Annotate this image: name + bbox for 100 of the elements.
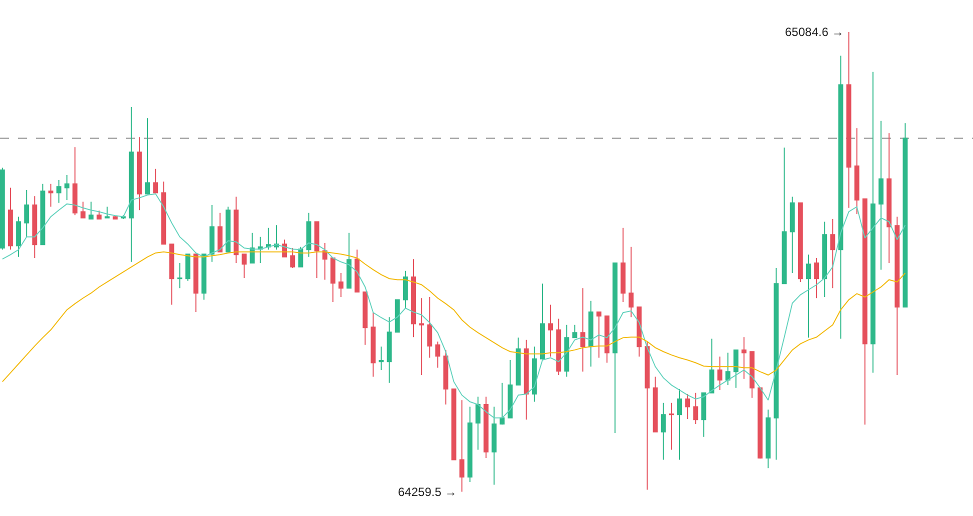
candlestick xyxy=(32,196,38,258)
candlestick xyxy=(234,196,239,264)
candlestick xyxy=(0,167,5,250)
candlestick xyxy=(330,258,336,303)
candlestick xyxy=(226,206,231,252)
candlestick xyxy=(588,300,594,368)
candlestick xyxy=(798,202,803,282)
candlestick xyxy=(298,246,304,268)
candlestick xyxy=(508,359,513,418)
candlestick xyxy=(516,337,521,386)
candlestick xyxy=(250,232,255,264)
candlestick xyxy=(660,402,666,460)
candlestick xyxy=(604,315,610,364)
candlestick xyxy=(266,227,271,250)
candlestick xyxy=(628,246,634,318)
candlestick xyxy=(886,132,892,264)
candlestick xyxy=(500,382,505,426)
candlestick xyxy=(524,339,529,420)
candlestick xyxy=(476,396,480,450)
candlestick xyxy=(644,341,650,490)
candlestick xyxy=(378,346,384,370)
candlestick xyxy=(725,352,730,386)
candlestick xyxy=(701,392,706,438)
candlestick xyxy=(572,324,578,338)
candlestick xyxy=(854,128,860,214)
candlestick xyxy=(870,71,876,374)
candlestick xyxy=(338,272,344,298)
candlestick xyxy=(677,388,682,460)
candlestick xyxy=(386,316,392,384)
candlestick xyxy=(758,387,763,460)
candlestick xyxy=(782,147,787,284)
candlestick xyxy=(830,218,836,289)
candlestick xyxy=(620,227,626,303)
candlestick xyxy=(564,324,570,378)
candlestick xyxy=(161,181,166,246)
candlestick xyxy=(177,262,182,289)
annotation: 65084.6 → xyxy=(785,25,844,39)
candlestick xyxy=(750,351,755,398)
candlestick xyxy=(540,283,545,360)
candlestick xyxy=(806,254,811,338)
candlestick xyxy=(838,55,844,340)
candlestick xyxy=(346,232,352,289)
candlestick xyxy=(80,201,86,218)
candlestick xyxy=(8,187,13,250)
candlestick xyxy=(427,296,432,358)
candlestick xyxy=(636,306,642,358)
candlestick xyxy=(153,168,158,194)
candlestick xyxy=(822,221,828,298)
candlestick xyxy=(532,346,537,402)
candlestick xyxy=(24,190,30,238)
candlestick xyxy=(612,262,618,434)
candlestick xyxy=(459,400,464,492)
candlestick xyxy=(894,216,900,376)
candlestick xyxy=(128,106,134,262)
candlestick xyxy=(742,336,746,380)
candlestick xyxy=(88,201,94,220)
candlestick xyxy=(169,244,174,306)
candlestick xyxy=(136,136,142,211)
candlestick xyxy=(492,406,497,486)
candlestick xyxy=(145,118,150,194)
candlestick xyxy=(370,312,376,378)
candlestick xyxy=(16,216,22,258)
candlestick xyxy=(96,210,102,220)
candlestick xyxy=(394,299,400,333)
candlestick xyxy=(201,254,206,300)
candlestick xyxy=(210,204,214,262)
candlestick xyxy=(443,349,448,406)
candlestick xyxy=(64,174,70,201)
candlestick xyxy=(467,406,472,483)
candlestick xyxy=(314,221,320,279)
candlestick xyxy=(258,236,263,264)
candlestick xyxy=(451,388,456,460)
candlestick xyxy=(790,196,795,274)
candlestick xyxy=(56,179,62,204)
candlestick xyxy=(733,349,738,388)
candlestick xyxy=(322,242,328,280)
annotation: 64259.5 → xyxy=(398,485,457,499)
candlestick xyxy=(596,312,602,358)
candlestick xyxy=(484,396,489,459)
candlestick xyxy=(218,212,223,252)
candlestick xyxy=(290,247,296,269)
candlestick xyxy=(419,298,424,376)
candlestick xyxy=(717,356,722,391)
candlestick xyxy=(411,258,416,338)
candlestick xyxy=(48,183,54,208)
candlestick xyxy=(435,341,440,368)
candlestick xyxy=(668,402,674,450)
candlestick xyxy=(193,254,198,313)
candlestick xyxy=(878,120,884,270)
candlestick xyxy=(652,376,658,432)
candlestick xyxy=(274,224,279,250)
candlestick xyxy=(556,318,562,376)
candlestick xyxy=(306,212,312,258)
candlestick xyxy=(814,258,820,299)
candlestick xyxy=(362,291,368,346)
candlestick xyxy=(862,198,868,426)
candlestick xyxy=(402,270,408,309)
candlestick xyxy=(902,122,908,308)
candlestick xyxy=(580,288,586,372)
candlestick xyxy=(242,254,247,279)
